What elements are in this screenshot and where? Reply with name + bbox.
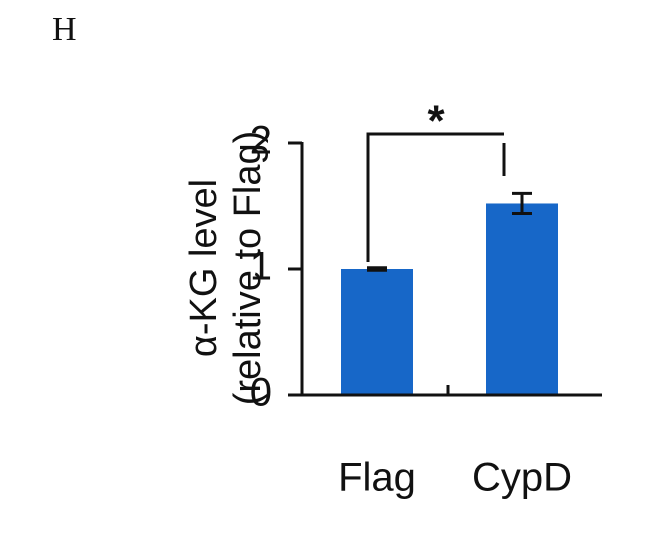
y-tick-label: 2 — [250, 119, 272, 163]
y-label: α-KG level — [183, 179, 225, 357]
significance-bracket — [366, 132, 506, 262]
bar — [341, 269, 413, 395]
panel-label: H — [52, 11, 77, 48]
x-tick-label: CypD — [472, 456, 572, 500]
error-bar — [512, 191, 532, 216]
y-label: (relative to Flag) — [227, 131, 269, 406]
error-bar — [367, 266, 387, 272]
x-tick-label: Flag — [338, 456, 416, 500]
significance-mark: * — [427, 97, 445, 146]
y-tick-label: 0 — [250, 371, 272, 415]
y-tick-label: 1 — [250, 245, 272, 289]
y-label-line: α-KG level — [183, 179, 225, 357]
y-label-line: (relative to Flag) — [227, 131, 269, 406]
bar — [486, 203, 558, 395]
